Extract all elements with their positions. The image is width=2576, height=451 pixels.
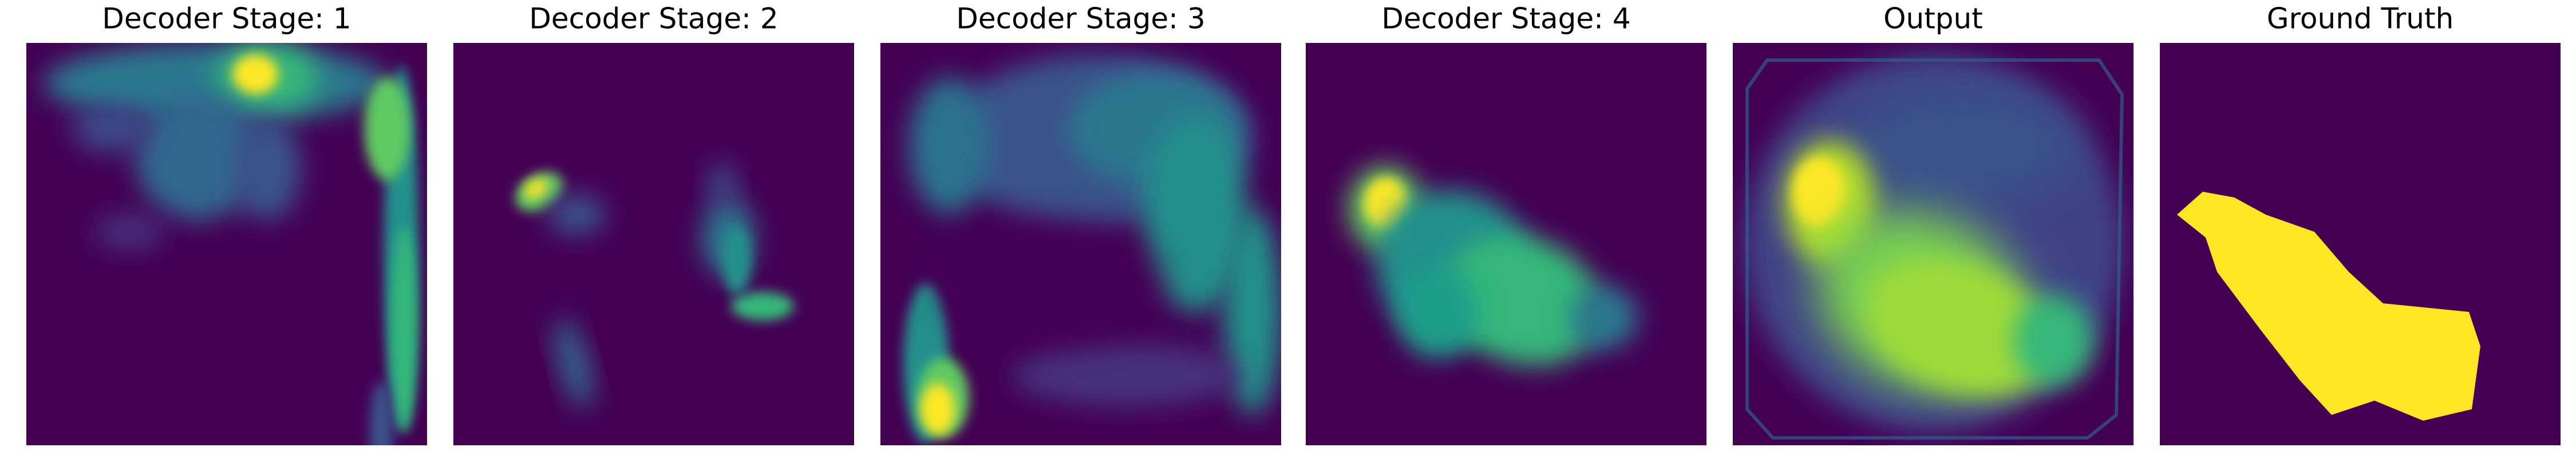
activation-blob xyxy=(708,163,737,209)
activation-blob xyxy=(1012,343,1241,406)
activation-blob xyxy=(524,179,548,199)
panel-title: Decoder Stage: 1 xyxy=(102,2,351,35)
activation-blob xyxy=(135,94,261,220)
panel: Ground Truth xyxy=(2160,2,2561,445)
heatmap xyxy=(1306,43,1706,445)
panel: Decoder Stage: 1 xyxy=(26,2,427,445)
activation-blob xyxy=(722,226,751,295)
activation-blob xyxy=(392,226,417,432)
heatmap xyxy=(2160,43,2561,445)
activation-blob xyxy=(1445,235,1602,366)
activation-blob xyxy=(1144,117,1247,312)
heatmap xyxy=(1733,43,2134,445)
panel: Output xyxy=(1733,2,2134,445)
activation-blob xyxy=(555,319,592,408)
activation-blob xyxy=(1847,89,2076,203)
panel: Decoder Stage: 4 xyxy=(1306,2,1706,445)
activation-blob xyxy=(1569,286,1638,349)
mask-region xyxy=(2177,192,2480,421)
activation-blob xyxy=(920,383,955,435)
heatmap xyxy=(453,43,854,445)
panel-title: Decoder Stage: 2 xyxy=(529,2,778,35)
panel-title: Decoder Stage: 3 xyxy=(956,2,1205,35)
panel: Decoder Stage: 3 xyxy=(880,2,1281,445)
panel: Decoder Stage: 2 xyxy=(453,2,854,445)
frame-edge xyxy=(1745,58,2124,440)
heatmap xyxy=(26,43,427,445)
activation-blob xyxy=(1867,261,2056,397)
activation-blob xyxy=(1793,157,1844,226)
activation-blob xyxy=(731,292,794,321)
panel-title: Decoder Stage: 4 xyxy=(1381,2,1630,35)
heatmap xyxy=(880,43,1281,445)
panel-title: Output xyxy=(1883,2,1983,35)
activation-blob xyxy=(232,54,278,94)
activation-blob xyxy=(95,215,164,249)
activation-blob xyxy=(909,77,989,215)
activation-blob xyxy=(370,381,393,445)
activation-blob xyxy=(2013,295,2093,386)
activation-blob xyxy=(1224,209,1281,415)
activation-blob xyxy=(949,232,1155,335)
activation-blob xyxy=(232,117,301,220)
activation-blob xyxy=(1397,266,1477,358)
activation-blob xyxy=(72,106,152,152)
activation-blob xyxy=(364,77,410,180)
heatmap-background xyxy=(453,43,854,445)
panel-title: Ground Truth xyxy=(2267,2,2454,35)
activation-blob xyxy=(548,195,605,235)
